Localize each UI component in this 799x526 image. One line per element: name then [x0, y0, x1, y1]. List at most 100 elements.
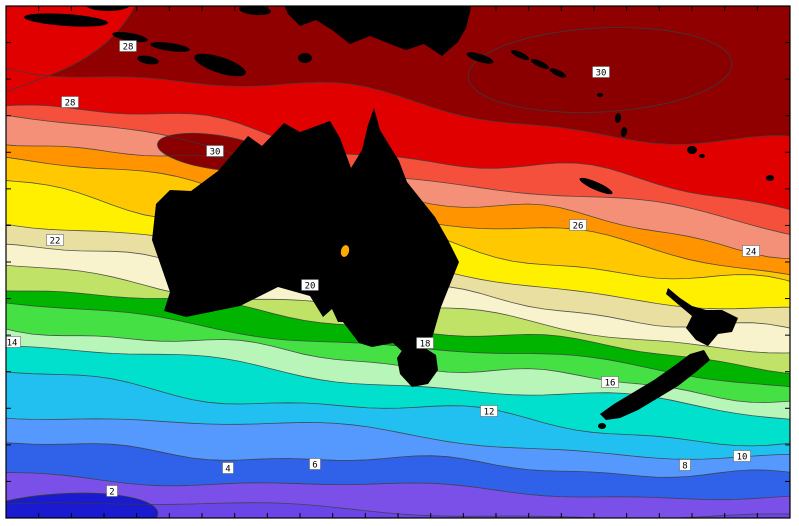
contour-label-28: 28	[119, 40, 137, 53]
contour-label-value: 14	[7, 339, 18, 349]
contour-line-1	[6, 104, 790, 211]
island-solomons-1	[510, 49, 530, 61]
contour-label-box	[61, 96, 79, 108]
contour-line-0	[6, 67, 790, 145]
temp-band-16	[6, 442, 790, 500]
temp-band-14	[6, 371, 790, 460]
island-sulawesi-arm	[86, 6, 130, 11]
contour-label-box	[416, 337, 434, 349]
island-lesser-sunda-west	[112, 31, 148, 43]
contour-label-26: 26	[569, 219, 587, 232]
contour-label-value: 24	[746, 248, 757, 258]
contour-label-value: 2	[109, 488, 114, 498]
contour-label-22: 22	[46, 234, 64, 247]
island-java	[24, 13, 108, 27]
contour-label-2: 2	[106, 485, 118, 498]
contour-label-value: 4	[225, 465, 230, 475]
contour-label-value: 20	[305, 282, 316, 292]
frame-ticks	[6, 6, 790, 518]
island-flores	[150, 42, 190, 52]
contour-label-box	[222, 462, 234, 474]
contour-label-value: 6	[312, 461, 317, 471]
cool-corner-28	[6, 6, 135, 92]
contour-line-cool-corner	[6, 6, 136, 93]
contour-label-box	[480, 405, 498, 417]
land-australia	[152, 108, 459, 353]
contour-label-box	[206, 145, 224, 157]
contour-labels: 28 30 28 30 26 22 24 20 14 18 16 12 10 8 6 4 2	[6, 40, 760, 498]
contour-label-value: 16	[605, 379, 616, 389]
island-solomons-2	[530, 58, 550, 70]
temp-band-11	[6, 302, 790, 403]
contour-label-value: 22	[50, 237, 61, 247]
contour-label-value: 28	[65, 99, 76, 109]
temp-band-1	[6, 67, 790, 210]
contour-line-16	[6, 472, 790, 501]
contour-label-10: 10	[733, 450, 751, 463]
contour-label-20: 20	[301, 279, 319, 292]
contour-label-value: 8	[682, 462, 687, 472]
contour-label-28: 28	[61, 96, 79, 109]
contour-label-box	[601, 376, 619, 388]
island-fiji-main	[687, 146, 697, 154]
island-vanuatu-1	[614, 113, 622, 123]
temp-band-13	[6, 346, 790, 446]
island-louisiade-archipelago	[466, 52, 494, 64]
contour-line-15	[6, 442, 790, 478]
island-vanuatu-2	[620, 127, 628, 137]
contour-label-box	[592, 66, 610, 78]
land-tasmania	[397, 346, 438, 387]
contour-line-14	[6, 417, 790, 460]
temp-band-17	[6, 472, 790, 518]
contour-label-30: 30	[206, 145, 224, 158]
contour-label-value: 30	[596, 69, 607, 79]
contour-label-14: 14	[6, 336, 21, 349]
contour-label-12: 12	[480, 405, 498, 418]
land-new-guinea	[284, 6, 471, 56]
contour-label-value: 30	[210, 148, 221, 158]
contour-label-16: 16	[601, 376, 619, 389]
contour-label-box	[6, 336, 21, 348]
island-sumba	[137, 55, 159, 65]
contour-line-17	[6, 502, 790, 518]
island-solomons-3	[549, 68, 567, 78]
land-new-zealand-south-island	[600, 350, 710, 420]
contour-label-24: 24	[742, 245, 760, 258]
contour-label-box	[301, 279, 319, 291]
contour-label-value: 28	[123, 43, 134, 53]
island-new-caledonia	[579, 177, 613, 195]
island-santa-cruz	[597, 93, 603, 97]
contour-label-box	[106, 485, 118, 497]
island-seram	[239, 6, 271, 16]
temp-band-15	[6, 418, 790, 478]
contour-label-box	[46, 234, 64, 246]
contour-label-box	[742, 245, 760, 257]
contour-label-box	[309, 458, 321, 470]
contour-label-box	[569, 219, 587, 231]
temp-band-12	[6, 329, 790, 420]
lake-eyre	[340, 245, 350, 257]
island-aru	[298, 53, 312, 63]
contour-label-18: 18	[416, 337, 434, 350]
contour-label-6: 6	[309, 458, 321, 471]
contour-line-12	[6, 345, 790, 420]
cold-pool	[6, 492, 159, 518]
contour-label-30: 30	[592, 66, 610, 79]
island-island-speck-east	[766, 175, 774, 181]
contour-label-value: 26	[573, 222, 584, 232]
contour-label-value: 12	[484, 408, 495, 418]
contour-label-8: 8	[679, 459, 691, 472]
contour-label-value: 18	[420, 340, 431, 350]
island-timor	[194, 53, 246, 77]
contour-label-box	[679, 459, 691, 471]
contour-label-value: 10	[737, 453, 748, 463]
landmasses	[24, 6, 774, 429]
contour-label-box	[119, 40, 137, 52]
contour-label-box	[733, 450, 751, 462]
island-stewart-island	[598, 423, 606, 429]
island-fiji-2	[699, 154, 705, 158]
contour-line-13	[6, 371, 790, 447]
